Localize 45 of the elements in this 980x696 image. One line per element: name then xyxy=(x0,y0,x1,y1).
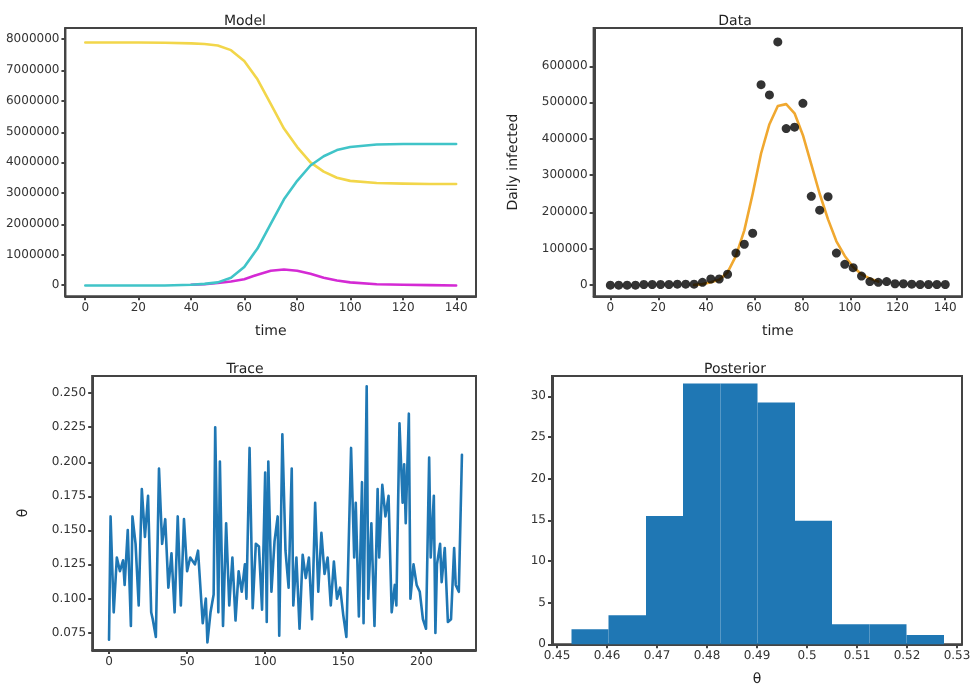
point xyxy=(815,205,825,215)
point xyxy=(656,279,666,289)
point xyxy=(605,280,615,290)
line-series xyxy=(84,142,458,287)
point xyxy=(622,280,632,290)
point xyxy=(689,279,699,289)
point xyxy=(840,259,850,269)
point xyxy=(806,191,816,201)
point xyxy=(723,269,733,279)
point xyxy=(756,80,766,90)
point xyxy=(940,279,950,289)
point xyxy=(647,279,657,289)
point xyxy=(739,239,749,249)
point xyxy=(907,279,917,289)
point xyxy=(790,122,800,132)
point xyxy=(764,90,774,100)
line-series xyxy=(84,41,458,186)
point xyxy=(873,277,883,287)
point xyxy=(706,274,716,284)
point xyxy=(882,277,892,287)
point xyxy=(630,280,640,290)
point xyxy=(831,248,841,258)
point xyxy=(681,279,691,289)
line-series xyxy=(107,384,464,644)
point xyxy=(748,228,758,238)
point xyxy=(798,98,808,108)
point xyxy=(614,280,624,290)
point xyxy=(915,279,925,289)
point xyxy=(731,248,741,258)
point xyxy=(664,279,674,289)
point xyxy=(781,124,791,134)
point xyxy=(697,277,707,287)
point xyxy=(848,263,858,273)
point xyxy=(714,274,724,284)
point xyxy=(823,192,833,202)
point xyxy=(924,279,934,289)
point xyxy=(865,277,875,287)
point xyxy=(932,279,942,289)
point xyxy=(672,279,682,289)
point xyxy=(857,271,867,281)
line-series xyxy=(692,102,880,287)
point xyxy=(898,279,908,289)
point xyxy=(773,37,783,47)
point xyxy=(639,279,649,289)
point xyxy=(890,279,900,289)
